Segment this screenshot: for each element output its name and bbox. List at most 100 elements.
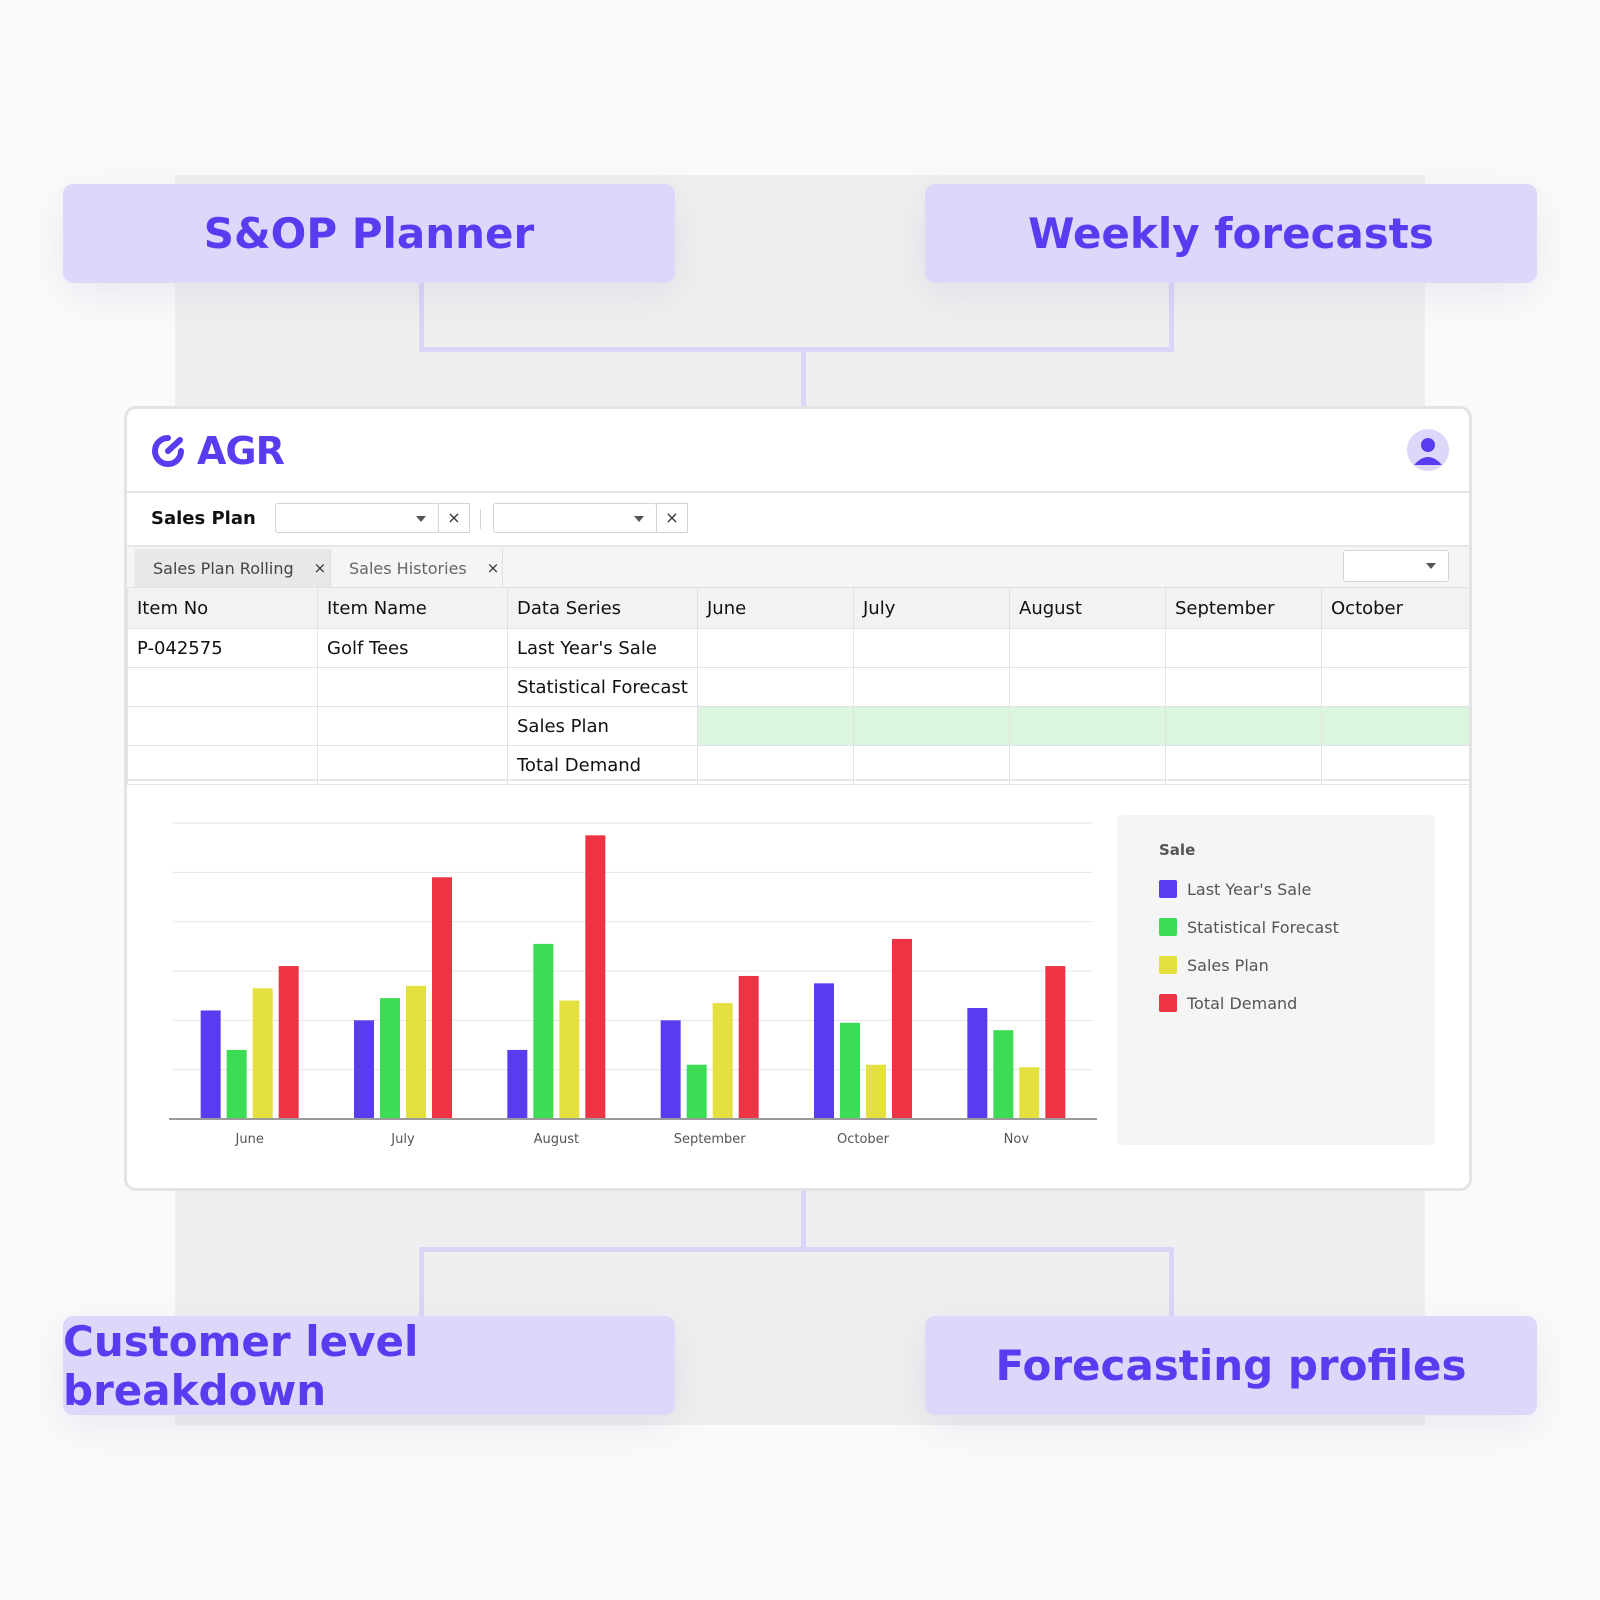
chart-bar [533, 943, 554, 1119]
chart-legend: Sale Last Year's Sale Statistical Foreca… [1117, 815, 1435, 1145]
app-header: AGR [127, 409, 1469, 493]
table-cell-editable[interactable] [1009, 667, 1166, 707]
x-tick-label: July [390, 1132, 415, 1147]
user-avatar-icon[interactable] [1407, 429, 1449, 471]
table-cell-editable[interactable] [853, 628, 1010, 668]
table-cell-editable[interactable] [1321, 667, 1469, 707]
legend-label: Sales Plan [1187, 955, 1269, 975]
table-cell [127, 706, 318, 746]
legend-item[interactable]: Last Year's Sale [1159, 879, 1311, 899]
filter-select-2[interactable] [493, 503, 657, 533]
table-cell-editable[interactable] [697, 745, 854, 785]
chart-bar [226, 1049, 247, 1119]
caret-down-icon [416, 516, 426, 522]
chart-bar [866, 1064, 886, 1119]
filter-select-1[interactable] [275, 503, 439, 533]
table-cell-editable[interactable] [1165, 706, 1322, 746]
table-cell-editable[interactable] [1009, 628, 1166, 668]
table-cell: Total Demand [507, 745, 698, 785]
table-cell-editable[interactable] [1009, 706, 1166, 746]
chart-bar [432, 877, 452, 1119]
filter-label: Sales Plan [151, 508, 256, 529]
app-window: AGR Sales Plan × × Sales Plan Rolling × … [124, 406, 1472, 1191]
col-header-september[interactable]: September [1165, 587, 1322, 629]
tab-sales-plan-rolling[interactable]: Sales Plan Rolling × [135, 549, 331, 587]
caret-down-icon [1426, 563, 1436, 569]
filter-clear-button-1[interactable]: × [438, 503, 470, 533]
app-logo[interactable]: AGR [151, 429, 285, 473]
col-header-october[interactable]: October [1321, 587, 1469, 629]
connector-line [419, 1247, 1174, 1252]
legend-label: Statistical Forecast [1187, 917, 1339, 937]
chart-bar [993, 1030, 1014, 1119]
table-cell-editable[interactable] [853, 745, 1010, 785]
chart-bar [814, 983, 834, 1119]
chart-bar [686, 1064, 707, 1119]
table-row: P-042575 Golf Tees Last Year's Sale [127, 628, 1469, 668]
table-cell-editable[interactable] [1321, 706, 1469, 746]
caret-down-icon [634, 516, 644, 522]
legend-swatch [1159, 918, 1177, 936]
legend-item[interactable]: Statistical Forecast [1159, 917, 1339, 937]
filter-bar: Sales Plan × × [127, 493, 1469, 547]
filter-clear-button-2[interactable]: × [656, 503, 688, 533]
table-cell [317, 745, 508, 785]
connector-line [419, 1247, 424, 1317]
col-header-august[interactable]: August [1009, 587, 1166, 629]
table-cell: Last Year's Sale [507, 628, 698, 668]
table-row: Sales Plan [127, 706, 1469, 746]
close-icon[interactable]: × [486, 559, 500, 577]
chart-bar [892, 938, 912, 1119]
tab-label: Sales Histories [349, 558, 467, 578]
bar-chart: June July August September October Nov [169, 822, 1097, 1147]
x-tick-label: Nov [1004, 1132, 1030, 1147]
table-cell-editable[interactable] [1165, 628, 1322, 668]
col-header-june[interactable]: June [697, 587, 854, 629]
chart-bar [380, 998, 400, 1119]
table-cell-editable[interactable] [1321, 745, 1469, 785]
table-cell-editable[interactable] [697, 667, 854, 707]
legend-item[interactable]: Sales Plan [1159, 955, 1269, 975]
connector-line [1169, 1247, 1174, 1317]
chart-bar [507, 1049, 528, 1119]
chart-bar [840, 1022, 860, 1119]
table-cell-editable[interactable] [1165, 745, 1322, 785]
legend-item[interactable]: Total Demand [1159, 993, 1297, 1013]
chart-bar [278, 966, 299, 1119]
table-cell: Statistical Forecast [507, 667, 698, 707]
callout-forecasting-profiles: Forecasting profiles [925, 1316, 1537, 1415]
legend-swatch [1159, 880, 1177, 898]
tab-sales-histories[interactable]: Sales Histories × [331, 549, 503, 587]
col-header-july[interactable]: July [853, 587, 1010, 629]
chart-bar [559, 1000, 580, 1119]
table-cell-editable[interactable] [1321, 628, 1469, 668]
callout-customer-breakdown: Customer level breakdown [63, 1316, 675, 1415]
connector-line [801, 347, 806, 407]
table-row: Statistical Forecast [127, 667, 1469, 707]
chart-bar [738, 975, 759, 1119]
col-header-data-series[interactable]: Data Series [507, 587, 698, 629]
table-cell-editable[interactable] [1009, 745, 1166, 785]
table-cell: P-042575 [127, 628, 318, 668]
table-cell-editable[interactable] [697, 706, 854, 746]
table-cell-editable[interactable] [1165, 667, 1322, 707]
legend-label: Total Demand [1187, 993, 1298, 1013]
chart-bar [967, 1008, 988, 1119]
col-header-item-no[interactable]: Item No [127, 587, 318, 629]
chart-bar [712, 1003, 733, 1119]
x-tick-label: June [235, 1132, 264, 1147]
chart-bar [406, 985, 426, 1119]
legend-swatch [1159, 956, 1177, 974]
close-icon[interactable]: × [313, 559, 327, 577]
app-logo-text: AGR [197, 429, 285, 473]
view-select[interactable] [1343, 550, 1449, 582]
connector-line [419, 347, 1174, 352]
table-cell-editable[interactable] [853, 667, 1010, 707]
table-cell-editable[interactable] [853, 706, 1010, 746]
table-cell: Sales Plan [507, 706, 698, 746]
table-cell [127, 745, 318, 785]
tab-label: Sales Plan Rolling [153, 558, 294, 578]
table-cell-editable[interactable] [697, 628, 854, 668]
col-header-item-name[interactable]: Item Name [317, 587, 508, 629]
table-row: Total Demand [127, 745, 1469, 785]
